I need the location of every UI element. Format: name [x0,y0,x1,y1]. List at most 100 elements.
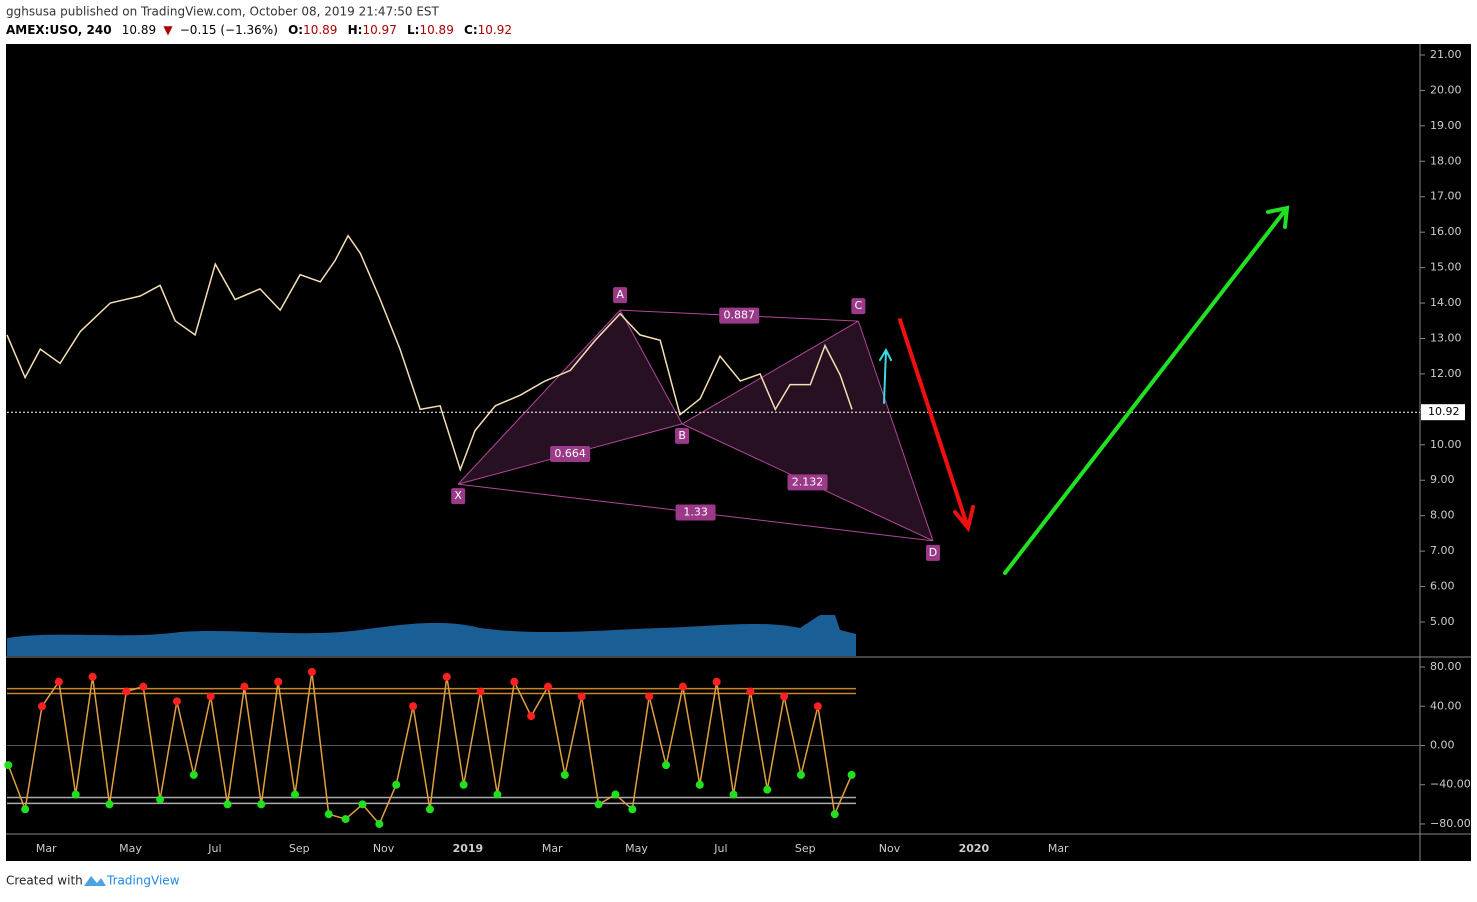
footer-brand[interactable]: TradingView [106,874,180,888]
signal-dot [122,687,131,696]
signal-dot [156,795,165,804]
symbol-line: AMEX:USO, 240 10.89 ▼ −0.15 (−1.36%) O:1… [6,23,512,37]
signal-dot [189,770,198,779]
signal-dot [392,780,401,789]
pattern-leg [457,309,621,485]
o-label: O: [288,23,303,37]
arrows [879,205,1290,575]
x-tick-label: Mar [542,842,563,855]
signal-dot [662,761,671,770]
signal-dot [240,682,249,691]
signal-dot [543,682,552,691]
signal-dot [847,770,856,779]
signal-dot [712,677,721,686]
signal-dot [560,770,569,779]
h: 10.97 [362,23,396,37]
x-tick-label: May [625,842,648,855]
point-label: C [854,299,862,312]
last: 10.89 [122,23,156,37]
y-tick-label: 17.00 [1430,190,1462,203]
l-label: L: [407,23,419,37]
signal-dot [476,687,485,696]
x-tick-label: Mar [36,842,57,855]
signal-dot [830,810,839,819]
o: 10.89 [303,23,337,37]
signal-dot [695,780,704,789]
ratio-box [675,504,716,521]
pattern-leg [681,320,859,425]
signal-dot [274,677,283,686]
y-tick-label: 12.00 [1430,367,1462,380]
signal-dot [577,692,586,701]
y-tick-label: 7.00 [1430,544,1455,557]
signal-dot [527,712,536,721]
pattern-fill [682,321,933,541]
point-box [451,488,466,505]
y-tick-label: 18.00 [1430,154,1462,167]
y-tick-label: 10.00 [1430,438,1462,451]
x-tick-label: 2020 [959,842,990,855]
signal-dot [493,790,502,799]
volume-area [7,615,856,656]
signal-dot [54,677,63,686]
y-tick-label: 16.00 [1430,225,1462,238]
signal-dot [628,805,637,814]
h-label: H: [348,23,363,37]
y-tick-label: 21.00 [1430,48,1462,61]
arrow: ▼ [163,23,173,37]
change: −0.15 (−1.36%) [180,23,278,37]
pattern-leg [619,309,683,425]
signal-dot [4,761,13,770]
signal-dot [139,682,148,691]
signal-dot [729,790,738,799]
x-tick-label: 2019 [453,842,484,855]
x-tick-label: Sep [795,842,816,855]
cyan-arrow [879,347,892,404]
point-box [613,287,628,304]
signal-dot [459,780,468,789]
signal-dot [172,697,181,706]
ratio-box [719,307,760,324]
x-tick-label: Nov [879,842,901,855]
x-tick-label: May [119,842,142,855]
signal-dot [290,790,299,799]
signal-dot [88,672,97,681]
y-tick-label: 9.00 [1430,473,1455,486]
point-label: X [454,489,462,502]
chart-background [6,44,1471,861]
signal-dot [425,805,434,814]
x-tick-label: Nov [373,842,395,855]
y-tick-label: 8.00 [1430,509,1455,522]
ratio-label: 0.887 [723,309,755,322]
point-box [925,544,940,561]
x-tick-label: Mar [1048,842,1069,855]
signal-dot [341,815,350,824]
y-tick-label: 15.00 [1430,261,1462,274]
y-tick-label: 6.00 [1430,580,1455,593]
signal-dot [358,800,367,809]
symbol: AMEX:USO, 240 [6,23,112,37]
signal-dot [409,702,418,711]
signal-dot [375,819,384,828]
point-label: B [678,429,686,442]
last-price-label: 10.92 [1428,405,1460,418]
signal-dot [307,667,316,676]
signal-dot [813,702,822,711]
point-box [675,427,690,444]
signal-dot [594,800,603,809]
tv-logo [84,876,106,886]
y-tick-label: 19.00 [1430,119,1462,132]
x-tick-label: Jul [207,842,221,855]
point-box [851,298,866,315]
signal-dot [223,800,232,809]
y-tick-label: 13.00 [1430,331,1462,344]
publish-line: gghsusa published on TradingView.com, Oc… [6,5,440,19]
signal-dot [257,800,266,809]
down-arrow [898,318,975,533]
point-label: D [929,546,937,559]
x-tick-label: Sep [289,842,310,855]
pattern-leg [857,320,934,541]
signal-dot [442,672,451,681]
y-tick-label: 20.00 [1430,83,1462,96]
